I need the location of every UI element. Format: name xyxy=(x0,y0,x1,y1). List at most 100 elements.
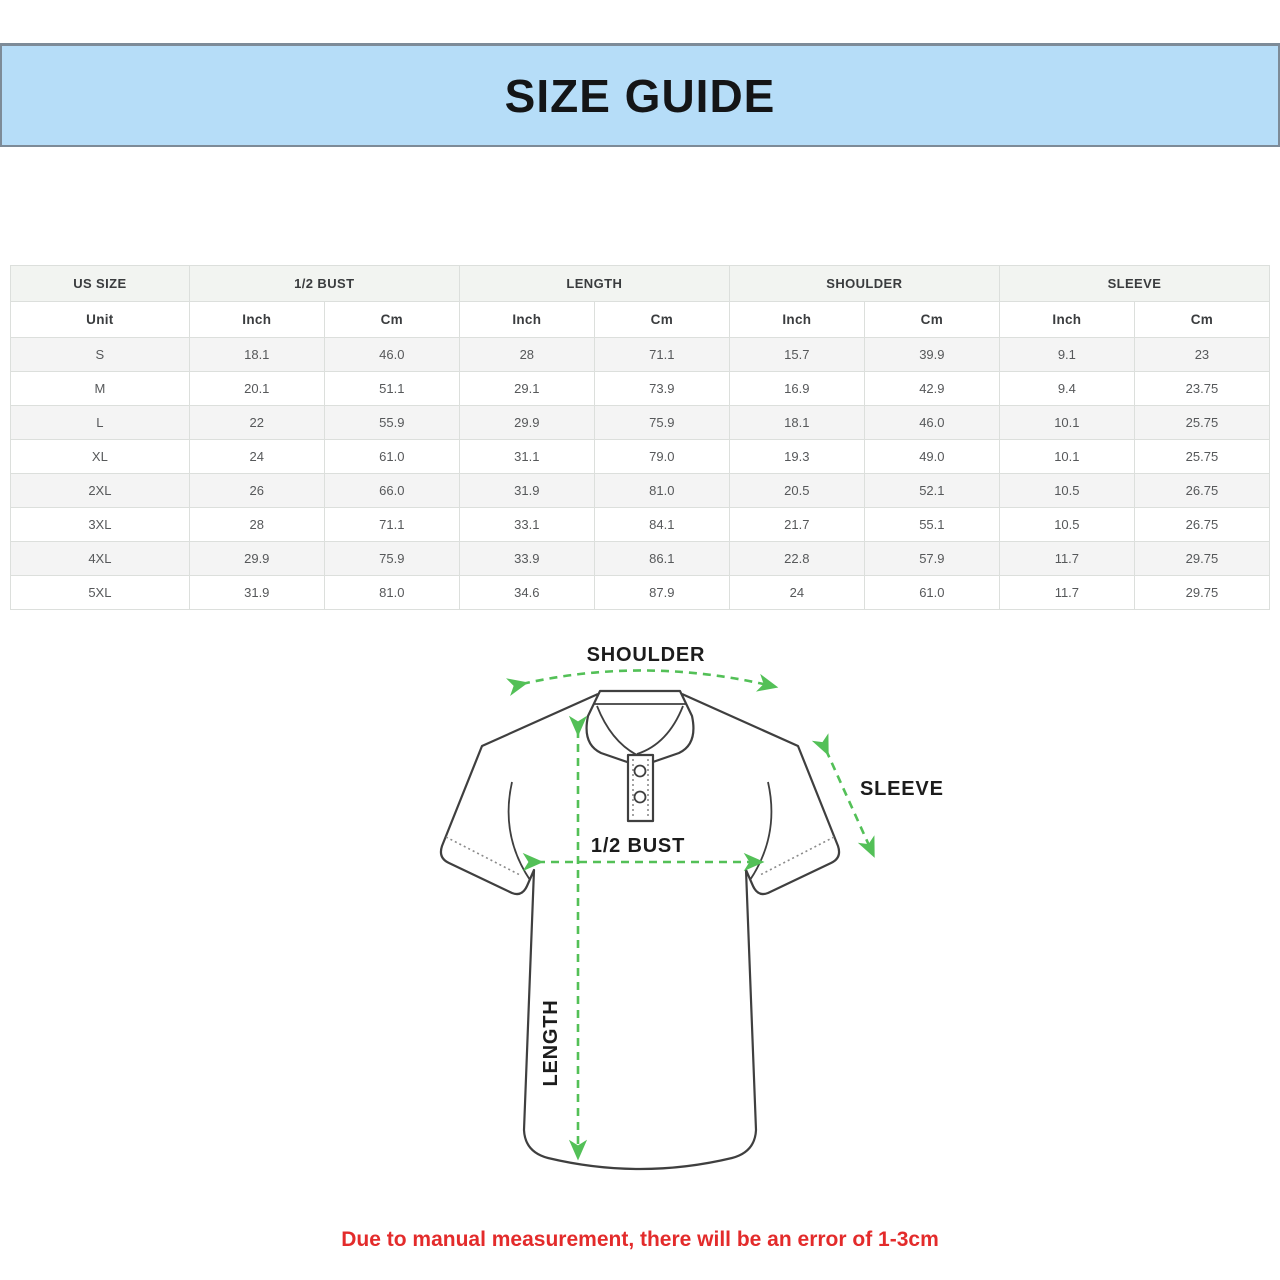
table-cell: 46.0 xyxy=(863,405,1000,440)
table-cell: 31.1 xyxy=(458,439,595,474)
table-cell: 18.1 xyxy=(728,405,865,440)
size-table-body: S 18.1 46.0 28 71.1 15.7 39.9 9.1 23 M 20.1 51.1 29.… xyxy=(10,337,1271,610)
table-cell: 33.9 xyxy=(458,541,595,576)
table-cell: 22.8 xyxy=(728,541,865,576)
table-row: S 18.1 46.0 28 71.1 15.7 39.9 9.1 23 xyxy=(10,337,1271,372)
table-cell: 31.9 xyxy=(188,575,325,610)
unit-header-cell: Inch xyxy=(188,301,325,338)
table-cell: 46.0 xyxy=(323,337,460,372)
table-cell: 11.7 xyxy=(998,575,1135,610)
unit-header-cell: Inch xyxy=(998,301,1135,338)
table-cell: 10.5 xyxy=(998,507,1135,542)
size-table-head: US SIZE 1/2 BUST LENGTH SHOULDER SLEEVE Unit I… xyxy=(10,265,1271,338)
table-cell: 26 xyxy=(188,473,325,508)
right-sleeve-stitch xyxy=(759,836,835,876)
table-cell: 39.9 xyxy=(863,337,1000,372)
table-cell: 55.1 xyxy=(863,507,1000,542)
unit-header-cell: Cm xyxy=(1133,301,1271,338)
table-cell: 16.9 xyxy=(728,371,865,406)
table-cell: 52.1 xyxy=(863,473,1000,508)
table-cell: 20.5 xyxy=(728,473,865,508)
size-table: US SIZE 1/2 BUST LENGTH SHOULDER SLEEVE Unit I… xyxy=(10,265,1271,610)
table-cell: 20.1 xyxy=(188,371,325,406)
table-row: 3XL 28 71.1 33.1 84.1 21.7 55.1 10.5 26.75 xyxy=(10,507,1271,542)
sleeve-label: SLEEVE xyxy=(860,778,944,800)
table-cell: 79.0 xyxy=(593,439,730,474)
table-cell: 51.1 xyxy=(323,371,460,406)
table-cell: 29.9 xyxy=(458,405,595,440)
table-cell: 55.9 xyxy=(323,405,460,440)
table-cell: S xyxy=(10,337,190,372)
table-cell: 31.9 xyxy=(458,473,595,508)
measurement-note: Due to manual measurement, there will be… xyxy=(341,1228,939,1251)
table-cell: 84.1 xyxy=(593,507,730,542)
shoulder-arrow xyxy=(506,669,779,697)
table-row: XL 24 61.0 31.1 79.0 19.3 49.0 10.1 25.75 xyxy=(10,439,1271,474)
table-cell: 18.1 xyxy=(188,337,325,372)
table-cell: 75.9 xyxy=(593,405,730,440)
table-cell: 34.6 xyxy=(458,575,595,610)
table-cell: 15.7 xyxy=(728,337,865,372)
table-cell: 3XL xyxy=(10,507,190,542)
table-cell: 29.75 xyxy=(1133,541,1271,576)
table-cell: 29.1 xyxy=(458,371,595,406)
unit-header-cell: Cm xyxy=(593,301,730,338)
table-cell: 57.9 xyxy=(863,541,1000,576)
table-cell: 87.9 xyxy=(593,575,730,610)
table-cell: L xyxy=(10,405,190,440)
group-header-cell: 1/2 BUST xyxy=(188,265,460,302)
table-cell: 26.75 xyxy=(1133,473,1271,508)
button-top xyxy=(633,764,647,778)
table-cell: 10.5 xyxy=(998,473,1135,508)
table-cell: 49.0 xyxy=(863,439,1000,474)
unit-header-cell: Unit xyxy=(10,301,190,338)
table-cell: 2XL xyxy=(10,473,190,508)
table-cell: XL xyxy=(10,439,190,474)
group-header-cell: LENGTH xyxy=(458,265,730,302)
table-cell: 22 xyxy=(188,405,325,440)
table-cell: 21.7 xyxy=(728,507,865,542)
table-cell: 9.4 xyxy=(998,371,1135,406)
table-row: 2XL 26 66.0 31.9 81.0 20.5 52.1 10.5 26.75 xyxy=(10,473,1271,508)
table-cell: 29.9 xyxy=(188,541,325,576)
table-cell: 23 xyxy=(1133,337,1271,372)
table-cell: 61.0 xyxy=(863,575,1000,610)
sleeve-arrow xyxy=(811,733,875,858)
table-cell: 25.75 xyxy=(1133,439,1271,474)
table-cell: 61.0 xyxy=(323,439,460,474)
table-row: 5XL 31.9 81.0 34.6 87.9 24 61.0 11.7 29.75 xyxy=(10,575,1271,610)
table-cell: 23.75 xyxy=(1133,371,1271,406)
table-cell: 5XL xyxy=(10,575,190,610)
table-cell: 81.0 xyxy=(593,473,730,508)
table-cell: 11.7 xyxy=(998,541,1135,576)
button-bottom xyxy=(633,790,647,804)
group-header-cell: SHOULDER xyxy=(728,265,1000,302)
left-sleeve-stitch xyxy=(445,836,521,876)
table-row: 4XL 29.9 75.9 33.9 86.1 22.8 57.9 11.7 29.75 xyxy=(10,541,1271,576)
table-cell: 71.1 xyxy=(323,507,460,542)
table-cell: 42.9 xyxy=(863,371,1000,406)
table-cell: 24 xyxy=(188,439,325,474)
table-cell: 29.75 xyxy=(1133,575,1271,610)
table-cell: 10.1 xyxy=(998,405,1135,440)
table-cell: 10.1 xyxy=(998,439,1135,474)
table-cell: 73.9 xyxy=(593,371,730,406)
size-guide-banner: SIZE GUIDE xyxy=(0,43,1280,147)
table-cell: 4XL xyxy=(10,541,190,576)
bust-label: 1/2 BUST xyxy=(591,835,685,857)
table-row: L 22 55.9 29.9 75.9 18.1 46.0 10.1 25.75 xyxy=(10,405,1271,440)
table-row: M 20.1 51.1 29.1 73.9 16.9 42.9 9.4 23.75 xyxy=(10,371,1271,406)
table-cell: 25.75 xyxy=(1133,405,1271,440)
table-cell: 26.75 xyxy=(1133,507,1271,542)
unit-header-cell: Cm xyxy=(863,301,1000,338)
table-cell: 28 xyxy=(458,337,595,372)
unit-header-cell: Inch xyxy=(458,301,595,338)
table-cell: 75.9 xyxy=(323,541,460,576)
unit-header-cell: Cm xyxy=(323,301,460,338)
table-cell: 33.1 xyxy=(458,507,595,542)
collar-right-fold xyxy=(636,705,684,755)
table-cell: 24 xyxy=(728,575,865,610)
table-cell: 28 xyxy=(188,507,325,542)
unit-header-cell: Inch xyxy=(728,301,865,338)
size-table-wrapper: US SIZE 1/2 BUST LENGTH SHOULDER SLEEVE Unit I… xyxy=(10,265,1271,610)
